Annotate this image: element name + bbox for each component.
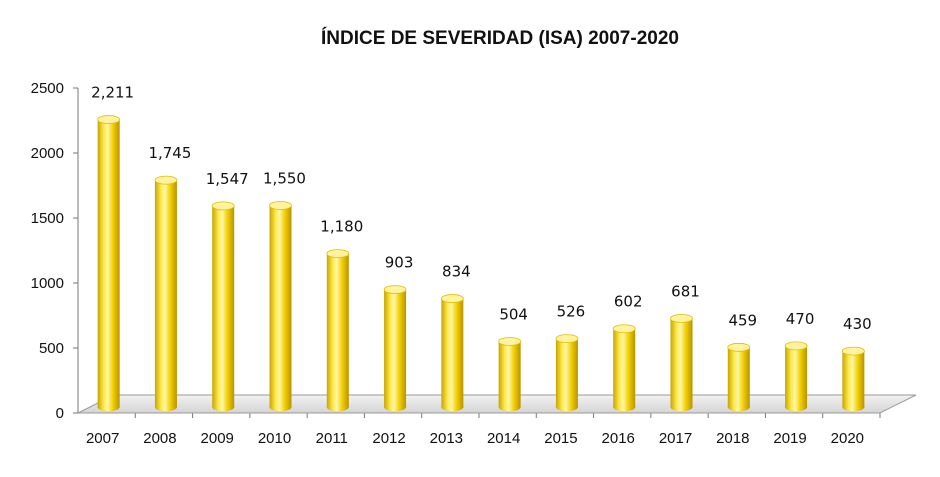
data-label: 1,547 [206, 170, 249, 188]
bar [269, 201, 292, 411]
x-tick-labels: 2007 2008 2009 2010 2011 2012 2013 2014 2015 2016… [86, 430, 864, 447]
chart-title: ÍNDICE DE SEVERIDAD (ISA) 2007-2020 [321, 27, 679, 49]
bar-top [784, 341, 808, 351]
x-tick-label: 2017 [659, 430, 692, 447]
bar-top [727, 342, 751, 352]
y-tick-label: 1000 [31, 275, 64, 292]
bar [498, 337, 522, 412]
data-label: 1,550 [263, 170, 306, 188]
bar [154, 175, 178, 411]
bar-body [97, 119, 120, 411]
bar-top [440, 294, 464, 303]
bar-body [154, 180, 177, 411]
bar-body [555, 338, 578, 411]
y-tick-label: 1500 [31, 210, 64, 227]
data-label: 903 [385, 254, 414, 272]
y-tick-label: 500 [39, 340, 64, 357]
bar-top [97, 115, 121, 124]
axes [73, 87, 881, 418]
bar-top [269, 201, 292, 210]
bar [784, 341, 808, 411]
y-tick-labels: 0 500 1000 1500 2000 2500 [31, 80, 64, 422]
bar [555, 334, 579, 411]
bar-top [498, 337, 522, 346]
bar-body [842, 351, 865, 411]
bar-top [383, 285, 407, 295]
bar [440, 294, 464, 411]
bar [670, 314, 693, 411]
x-tick-label: 2010 [258, 430, 291, 447]
bar-top [211, 201, 235, 211]
bar-top [670, 314, 693, 323]
bar [97, 115, 121, 411]
bar-top [841, 346, 865, 356]
data-label: 681 [671, 282, 700, 300]
bar-top [326, 249, 350, 259]
x-tick-label: 2014 [487, 430, 520, 447]
bar-body [384, 289, 407, 411]
y-tick-label: 0 [56, 405, 64, 422]
x-tick-label: 2018 [716, 430, 749, 447]
x-tick-label: 2016 [602, 430, 635, 447]
data-label: 1,180 [320, 218, 363, 236]
data-label: 504 [499, 305, 528, 323]
bar [326, 249, 350, 411]
data-labels: 2,211 1,745 1,547 1,550 1,180 903 834 504 526 602… [91, 84, 872, 334]
data-label: 834 [442, 263, 471, 281]
bar [841, 346, 865, 411]
x-tick-label: 2015 [544, 430, 577, 447]
data-label: 1,745 [148, 144, 191, 162]
bar-body [212, 205, 235, 411]
y-tick-label: 2500 [31, 80, 64, 97]
bar-top [154, 175, 178, 185]
x-tick-label: 2007 [86, 430, 119, 447]
data-label: 526 [557, 303, 586, 321]
data-label: 459 [728, 311, 757, 329]
bars [97, 115, 865, 412]
data-label: 2,211 [91, 84, 134, 102]
bar-body [613, 328, 636, 411]
data-label: 470 [786, 310, 815, 328]
bar-body [326, 253, 349, 411]
x-tick-label: 2008 [143, 430, 176, 447]
bar-body [498, 341, 521, 412]
bar [383, 285, 407, 411]
bar [211, 201, 235, 411]
x-tick-label: 2020 [831, 430, 864, 447]
data-label: 602 [614, 293, 643, 311]
bar-body [269, 205, 292, 411]
bar-body [670, 318, 693, 411]
bar-body [441, 298, 464, 411]
x-tick-label: 2012 [372, 430, 405, 447]
bar [727, 342, 751, 411]
bar-body [785, 345, 808, 411]
data-label: 430 [843, 315, 872, 333]
bar-top [612, 324, 636, 334]
x-tick-label: 2011 [316, 430, 348, 447]
bar-top [555, 334, 579, 344]
y-tick-label: 2000 [31, 145, 64, 162]
x-tick-label: 2009 [201, 430, 234, 447]
x-tick-label: 2013 [430, 430, 463, 447]
bar [612, 324, 636, 411]
x-tick-label: 2019 [773, 430, 806, 447]
bar-body [727, 347, 750, 411]
